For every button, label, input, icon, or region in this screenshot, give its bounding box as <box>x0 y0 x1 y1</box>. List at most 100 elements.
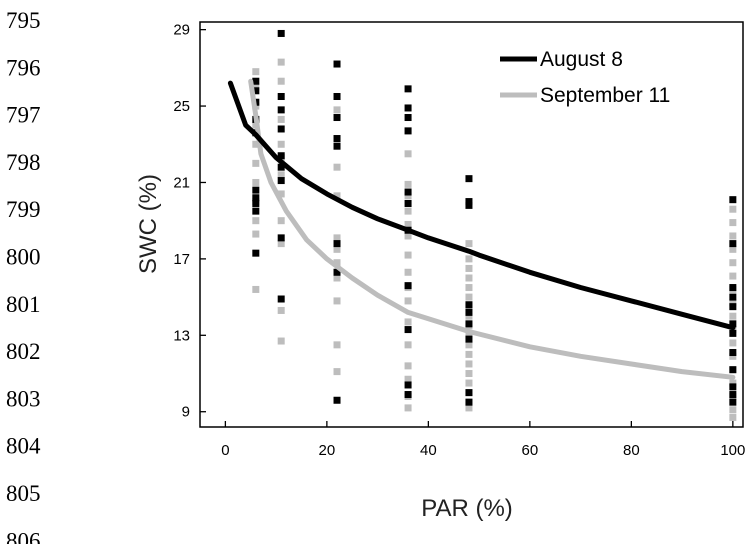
data-point <box>729 413 737 421</box>
data-point <box>404 114 412 122</box>
data-point <box>404 104 412 112</box>
y-tick-label: 17 <box>173 251 190 268</box>
data-point <box>404 318 412 326</box>
data-point <box>404 391 412 399</box>
data-point <box>729 196 737 204</box>
data-point <box>729 383 737 391</box>
data-point <box>277 93 285 101</box>
data-point <box>729 348 737 356</box>
x-axis-ticks: 0 20 40 60 80 100 <box>221 421 745 459</box>
data-point <box>465 175 473 183</box>
data-point <box>465 398 473 406</box>
data-point <box>404 375 412 383</box>
data-point <box>729 352 737 360</box>
trend-line <box>248 78 736 380</box>
data-point <box>277 240 285 248</box>
data-point <box>465 335 473 343</box>
data-point <box>277 140 285 148</box>
data-point <box>333 396 341 404</box>
data-point <box>277 58 285 66</box>
data-point <box>404 180 412 188</box>
data-point <box>277 125 285 133</box>
data-point <box>277 177 285 185</box>
data-point <box>465 284 473 292</box>
line-number: 802 <box>6 339 41 364</box>
data-point <box>333 234 341 242</box>
data-point <box>465 370 473 378</box>
data-point <box>333 114 341 122</box>
data-point <box>729 303 737 311</box>
data-point <box>404 251 412 259</box>
data-point <box>465 293 473 301</box>
data-point <box>252 199 260 207</box>
data-point <box>729 205 737 213</box>
data-point <box>252 230 260 238</box>
data-point <box>333 106 341 114</box>
data-point <box>729 366 737 374</box>
data-point <box>465 240 473 248</box>
data-point <box>404 232 412 240</box>
data-point <box>277 234 285 242</box>
data-point <box>277 77 285 85</box>
data-point <box>333 341 341 349</box>
data-point <box>404 150 412 158</box>
data-point <box>277 152 285 160</box>
legend-label-august: August 8 <box>540 48 623 71</box>
data-point <box>729 245 737 253</box>
y-axis-title: SWC (%) <box>135 174 162 274</box>
x-tick-label: 20 <box>319 442 336 459</box>
data-point <box>465 201 473 209</box>
data-point <box>729 398 737 406</box>
data-point <box>465 264 473 272</box>
data-point <box>465 198 473 206</box>
data-point <box>333 142 341 150</box>
data-point <box>729 232 737 240</box>
data-point <box>465 255 473 263</box>
data-point <box>333 192 341 200</box>
data-point <box>404 199 412 207</box>
data-point <box>333 259 341 267</box>
y-tick-label: 25 <box>173 98 190 115</box>
data-point <box>465 379 473 387</box>
data-point <box>333 245 341 253</box>
data-point <box>465 308 473 316</box>
data-point <box>333 163 341 171</box>
data-point <box>333 93 341 101</box>
data-point <box>465 389 473 397</box>
x-axis-title: PAR (%) <box>421 495 513 522</box>
data-point <box>333 135 341 143</box>
data-point <box>333 240 341 248</box>
data-point <box>404 85 412 93</box>
data-point <box>465 274 473 282</box>
data-point <box>404 207 412 215</box>
line-number: 805 <box>6 481 41 506</box>
data-point <box>404 362 412 370</box>
line-number: 800 <box>6 245 41 270</box>
data-point <box>729 240 737 248</box>
legend: August 8 September 11 <box>500 48 670 107</box>
data-point <box>729 339 737 347</box>
line-number: 804 <box>6 434 41 459</box>
data-point <box>277 163 285 171</box>
data-point <box>277 106 285 114</box>
data-point <box>729 293 737 301</box>
data-point <box>277 337 285 345</box>
plot-frame <box>199 21 744 428</box>
line-number: 799 <box>6 197 41 222</box>
line-number: 803 <box>6 386 41 411</box>
x-tick-label: 100 <box>720 442 745 459</box>
data-point <box>729 391 737 399</box>
data-point <box>729 284 737 292</box>
data-point <box>729 312 737 320</box>
data-point <box>277 217 285 225</box>
x-tick-label: 80 <box>623 442 640 459</box>
data-point <box>404 381 412 389</box>
data-point <box>252 249 260 257</box>
data-point <box>277 295 285 303</box>
data-point <box>729 272 737 280</box>
data-point <box>277 115 285 123</box>
data-point <box>729 259 737 267</box>
data-point <box>252 207 260 215</box>
data-point <box>465 350 473 358</box>
line-number: 795 <box>6 8 41 33</box>
